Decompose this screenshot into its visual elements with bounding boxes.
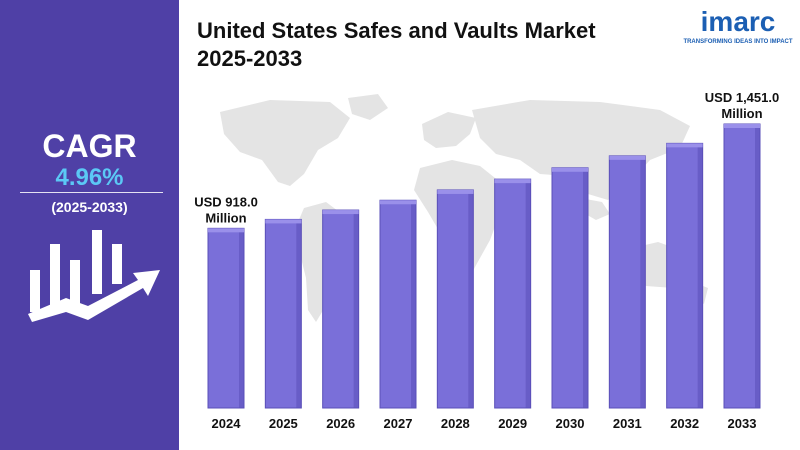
bar-2029 [494,178,532,409]
bar-2027 [379,199,417,409]
cagr-divider [20,192,163,193]
bar-chart-growth-icon [28,230,160,322]
x-tick-2033: 2033 [728,416,757,431]
bar-2032 [666,142,704,409]
x-tick-2024: 2024 [212,416,242,431]
bar-2024 [207,227,245,409]
logo-word: imarc [700,6,776,37]
cagr-value: 4.96% [55,164,124,191]
cagr-period: (2025-2033) [51,199,128,215]
data-label-2033-value: USD 1,451.0 [705,90,779,105]
x-tick-2031: 2031 [613,416,642,431]
imarc-logo: imarc TRANSFORMING IDEAS INTO IMPACT [682,6,794,45]
x-tick-2026: 2026 [326,416,355,431]
data-label-2033-unit: Million [721,106,762,121]
data-label-2024-value: USD 918.0 [194,194,258,209]
bar-2030 [551,167,589,409]
bar-2031 [608,155,646,409]
x-tick-2028: 2028 [441,416,470,431]
x-tick-2027: 2027 [384,416,413,431]
logo-tagline: TRANSFORMING IDEAS INTO IMPACT [683,39,793,45]
bar-2026 [322,209,360,409]
chart-title-line1: United States Safes and Vaults Market [197,18,596,43]
x-tick-2025: 2025 [269,416,298,431]
chart-title-line2: 2025-2033 [197,46,303,71]
cagr-label: CAGR [42,128,137,164]
data-label-2024-unit: Million [205,210,246,225]
x-tick-2030: 2030 [556,416,585,431]
bar-2033 [723,123,761,409]
bar-2028 [436,189,474,409]
cagr-panel [0,0,179,450]
x-tick-2029: 2029 [498,416,527,431]
x-tick-2032: 2032 [670,416,699,431]
bar-2025 [264,218,302,409]
